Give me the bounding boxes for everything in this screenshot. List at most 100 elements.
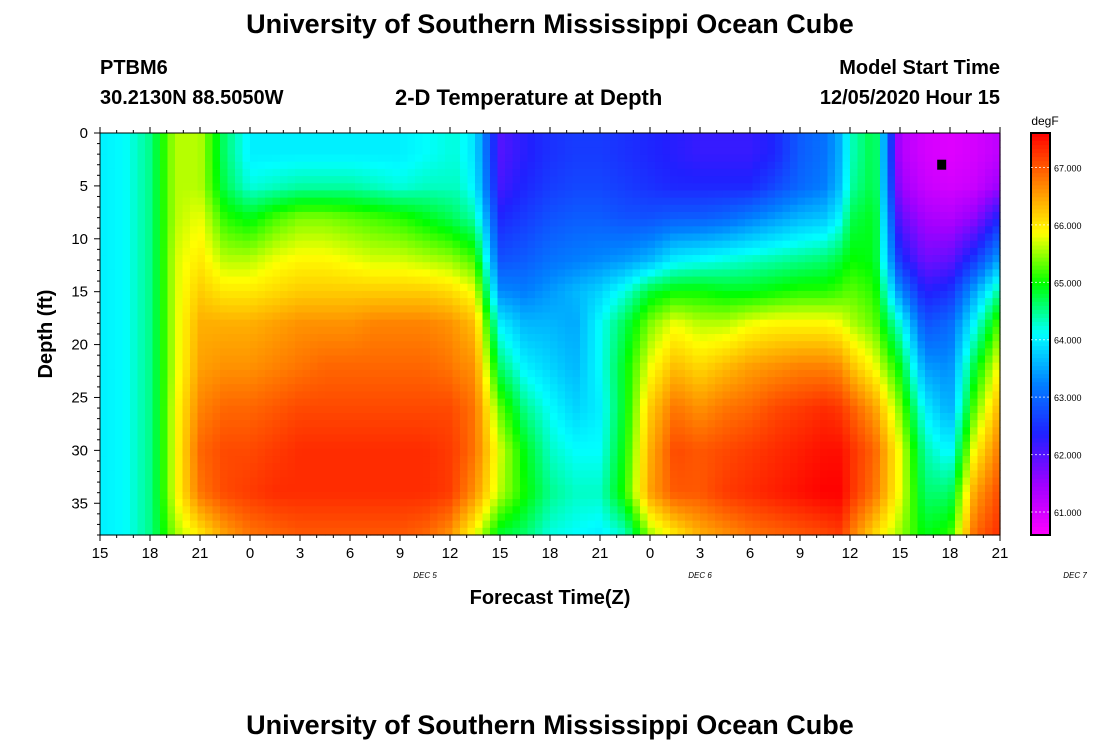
heatmap-cell <box>460 319 469 328</box>
heatmap-cell <box>730 133 739 141</box>
heatmap-cell <box>632 240 641 249</box>
heatmap-cell <box>295 269 304 278</box>
heatmap-cell <box>197 276 206 285</box>
heatmap-cell <box>332 484 341 493</box>
heatmap-cell <box>490 391 499 400</box>
heatmap-cell <box>347 319 356 328</box>
heatmap-cell <box>212 226 221 235</box>
heatmap-cell <box>670 269 679 278</box>
heatmap-cell <box>400 520 409 529</box>
heatmap-cell <box>407 506 416 515</box>
heatmap-cell <box>370 427 379 436</box>
heatmap-cell <box>332 233 341 242</box>
heatmap-cell <box>670 176 679 184</box>
heatmap-cell <box>602 369 611 378</box>
heatmap-cell <box>287 412 296 421</box>
heatmap-cell <box>520 176 529 184</box>
heatmap-cell <box>137 140 146 148</box>
heatmap-cell <box>137 233 146 242</box>
heatmap-cell <box>295 448 304 457</box>
heatmap-cell <box>235 262 244 270</box>
heatmap-cell <box>430 520 439 529</box>
heatmap-cell <box>152 398 161 407</box>
heatmap-cell <box>752 412 761 421</box>
heatmap-cell <box>460 312 469 321</box>
heatmap-cell <box>422 491 431 500</box>
heatmap-cell <box>197 269 206 278</box>
heatmap-cell <box>407 161 416 170</box>
heatmap-cell <box>302 377 311 385</box>
heatmap-cell <box>400 369 409 378</box>
heatmap-cell <box>692 448 701 457</box>
heatmap-cell <box>220 420 229 428</box>
heatmap-cell <box>752 176 761 184</box>
heatmap-cell <box>317 176 326 184</box>
heatmap-cell <box>685 362 694 371</box>
heatmap-cell <box>115 412 124 421</box>
heatmap-cell <box>497 183 506 192</box>
heatmap-cell <box>197 391 206 400</box>
heatmap-cell <box>175 491 184 500</box>
heatmap-cell <box>400 298 409 306</box>
heatmap-cell <box>572 204 581 213</box>
heatmap-cell <box>467 355 476 364</box>
heatmap-cell <box>362 398 371 407</box>
heatmap-cell <box>355 283 364 292</box>
heatmap-cell <box>640 463 649 471</box>
heatmap-cell <box>197 190 206 199</box>
heatmap-cell <box>325 506 334 515</box>
heatmap-cell <box>392 434 401 443</box>
heatmap-cell <box>760 176 769 184</box>
heatmap-cell <box>130 441 139 450</box>
heatmap-cell <box>700 226 709 235</box>
heatmap-cell <box>527 219 536 227</box>
heatmap-cell <box>752 140 761 148</box>
heatmap-cell <box>205 499 214 507</box>
heatmap-cell <box>100 255 109 263</box>
heatmap-cell <box>415 262 424 270</box>
heatmap-cell <box>377 204 386 213</box>
heatmap-cell <box>250 233 259 242</box>
heatmap-cell <box>437 319 446 328</box>
heatmap-cell <box>535 176 544 184</box>
heatmap-cell <box>505 448 514 457</box>
heatmap-cell <box>497 456 506 464</box>
heatmap-cell <box>445 240 454 249</box>
heatmap-cell <box>152 133 161 141</box>
heatmap-cell <box>242 355 251 364</box>
heatmap-cell <box>497 190 506 199</box>
heatmap-cell <box>760 348 769 357</box>
heatmap-cell <box>317 140 326 148</box>
heatmap-cell <box>257 161 266 170</box>
heatmap-cell <box>565 262 574 270</box>
heatmap-cell <box>520 255 529 263</box>
heatmap-cell <box>640 520 649 529</box>
heatmap-cell <box>715 197 724 206</box>
heatmap-cell <box>325 391 334 400</box>
heatmap-cell <box>265 247 274 256</box>
heatmap-cell <box>325 312 334 321</box>
heatmap-cell <box>422 219 431 227</box>
heatmap-cell <box>617 247 626 256</box>
heatmap-cell <box>257 391 266 400</box>
heatmap-cell <box>407 477 416 486</box>
heatmap-cell <box>377 262 386 270</box>
heatmap-cell <box>197 161 206 170</box>
heatmap-cell <box>152 161 161 170</box>
heatmap-cell <box>595 412 604 421</box>
heatmap-cell <box>310 377 319 385</box>
heatmap-cell <box>422 269 431 278</box>
heatmap-cell <box>415 276 424 285</box>
heatmap-cell <box>655 506 664 515</box>
heatmap-cell <box>602 247 611 256</box>
heatmap-cell <box>212 269 221 278</box>
heatmap-cell <box>347 520 356 529</box>
heatmap-cell <box>745 448 754 457</box>
heatmap-cell <box>310 168 319 177</box>
heatmap-cell <box>700 463 709 471</box>
heatmap-cell <box>482 484 491 493</box>
heatmap-cell <box>632 369 641 378</box>
heatmap-cell <box>295 319 304 328</box>
heatmap-cell <box>580 147 589 156</box>
heatmap-cell <box>475 298 484 306</box>
